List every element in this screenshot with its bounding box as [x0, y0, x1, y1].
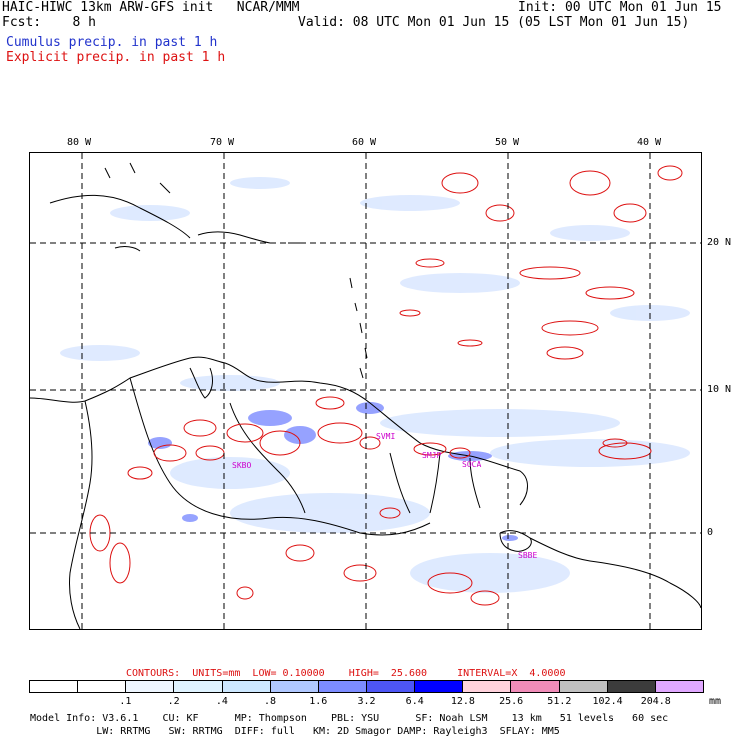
legend-tick-label: 1.6 [309, 696, 328, 707]
legend-tick-label: .8 [264, 696, 277, 707]
legend-swatch [511, 681, 560, 692]
legend-unit: mm [709, 696, 722, 707]
lon-label-40w: 40 W [637, 137, 662, 148]
explicit-precip-contours [89, 165, 683, 606]
lat-label-0: 0 [707, 527, 714, 538]
station-skbo: SKBO [232, 461, 251, 470]
cumulus-precip-areas [60, 177, 690, 593]
station-sbbe: SBBE [518, 551, 537, 560]
legend-swatch [174, 681, 223, 692]
legend-swatch [30, 681, 79, 692]
legend-swatch [415, 681, 464, 692]
legend-tick-label: 102.4 [592, 696, 623, 707]
legend-tick-label: 3.2 [357, 696, 376, 707]
lon-label-60w: 60 W [352, 137, 377, 148]
contours-info: CONTOURS: UNITS=mm LOW= 0.10000 HIGH= 25… [126, 668, 566, 679]
legend-swatch [222, 681, 271, 692]
station-smjp: SMJP [422, 451, 441, 460]
legend-swatch [78, 681, 127, 692]
legend-swatch [463, 681, 512, 692]
cumulus-precip-label: Cumulus precip. in past 1 h [6, 35, 218, 50]
legend-tick-label: .4 [215, 696, 228, 707]
coastlines [29, 162, 702, 630]
valid-time: Valid: 08 UTC Mon 01 Jun 15 (05 LST Mon … [298, 15, 690, 30]
legend-tick-label: 25.6 [499, 696, 524, 707]
legend-swatch [366, 681, 416, 692]
station-soca: SOCA [462, 460, 481, 469]
legend-tick-label: 204.8 [640, 696, 671, 707]
map-canvas: SKBO SVMI SMJP SOCA SBBE [29, 153, 702, 630]
precip-map: SKBO SVMI SMJP SOCA SBBE [29, 152, 702, 630]
lat-label-20n: 20 N [707, 237, 732, 248]
lon-label-50w: 50 W [495, 137, 520, 148]
init-time: Init: 00 UTC Mon 01 Jun 15 [518, 0, 722, 15]
lon-label-80w: 80 W [67, 137, 92, 148]
station-svmi: SVMI [376, 432, 395, 441]
model-title: HAIC-HIWC 13km ARW-GFS init NCAR/MMM [2, 0, 300, 15]
legend-tick-label: .2 [167, 696, 180, 707]
legend-swatch [607, 681, 656, 692]
legend-tick-label: 6.4 [405, 696, 424, 707]
lon-label-70w: 70 W [210, 137, 235, 148]
legend-swatch [559, 681, 608, 692]
lat-label-10n: 10 N [707, 384, 732, 395]
model-info-line2: LW: RRTMG SW: RRTMG DIFF: full KM: 2D Sm… [30, 726, 560, 737]
legend-tick-label: .1 [119, 696, 132, 707]
model-info-line1: Model Info: V3.6.1 CU: KF MP: Thompson P… [30, 713, 669, 724]
explicit-precip-label: Explicit precip. in past 1 h [6, 50, 226, 65]
legend-swatch [126, 681, 175, 692]
legend-swatch [270, 681, 319, 692]
lat-lon-grid [30, 153, 701, 629]
legend-tick-label: 12.8 [450, 696, 475, 707]
forecast-hour: Fcst: 8 h [2, 15, 96, 30]
precip-color-legend [29, 680, 704, 693]
legend-swatch [655, 681, 703, 692]
legend-swatch [318, 681, 367, 692]
legend-tick-label: 51.2 [547, 696, 572, 707]
